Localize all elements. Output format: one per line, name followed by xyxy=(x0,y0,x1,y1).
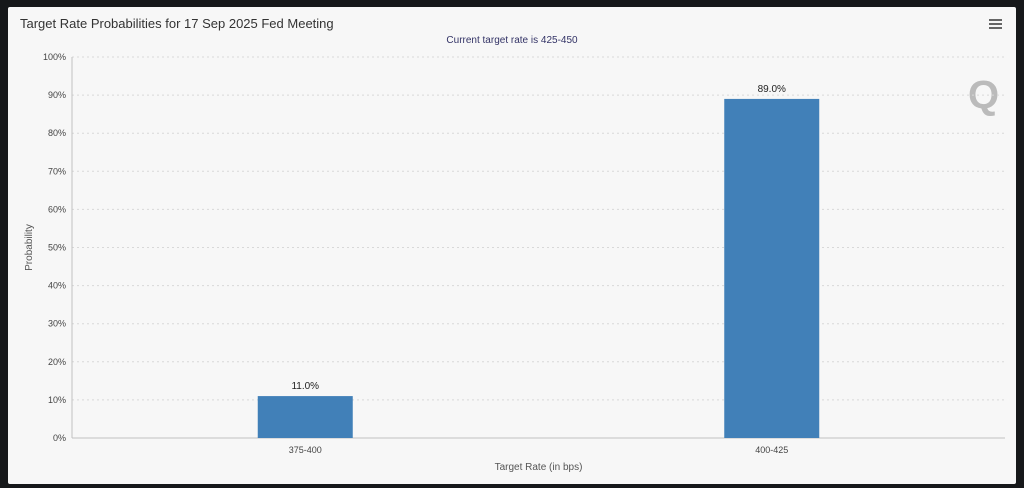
data-label: 89.0% xyxy=(758,84,786,95)
y-tick-label: 50% xyxy=(48,243,66,253)
data-label: 11.0% xyxy=(291,381,319,392)
bar-400-425 xyxy=(724,98,820,438)
y-tick-label: 10% xyxy=(48,395,66,405)
x-tick-label: 400-425 xyxy=(755,445,788,455)
y-tick-label: 70% xyxy=(48,166,66,176)
y-tick-label: 80% xyxy=(48,128,66,138)
y-tick-label: 40% xyxy=(48,281,66,291)
y-tick-label: 30% xyxy=(48,319,66,329)
hamburger-icon[interactable] xyxy=(989,19,1002,30)
x-axis-title: Target Rate (in bps) xyxy=(495,462,583,473)
bar-375-400 xyxy=(257,396,353,438)
y-axis-title: Probability xyxy=(24,224,35,271)
y-tick-label: 100% xyxy=(43,52,66,62)
chart-subtitle: Current target rate is 425-450 xyxy=(446,35,578,46)
x-tick-label: 375-400 xyxy=(289,445,322,455)
y-tick-label: 0% xyxy=(53,433,66,443)
chart-title: Target Rate Probabilities for 17 Sep 202… xyxy=(20,16,334,31)
y-tick-label: 90% xyxy=(48,90,66,100)
y-tick-label: 20% xyxy=(48,357,66,367)
y-tick-label: 60% xyxy=(48,204,66,214)
chart-panel: Target Rate Probabilities for 17 Sep 202… xyxy=(8,7,1016,484)
